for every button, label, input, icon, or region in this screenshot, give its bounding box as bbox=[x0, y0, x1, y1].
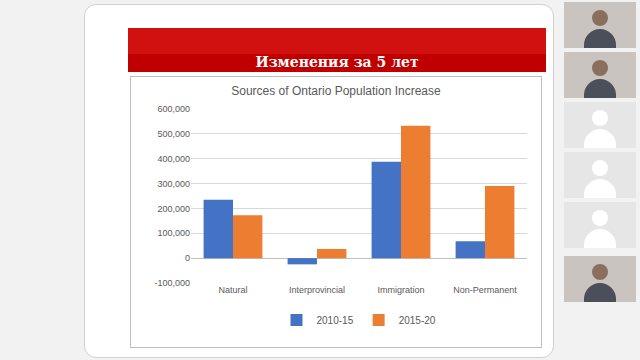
svg-text:Sources of Ontario Population: Sources of Ontario Population Increase bbox=[231, 84, 441, 98]
svg-text:-100,000: -100,000 bbox=[154, 278, 190, 288]
svg-text:600,000: 600,000 bbox=[157, 104, 190, 114]
svg-text:300,000: 300,000 bbox=[157, 179, 190, 189]
svg-text:0: 0 bbox=[185, 253, 190, 263]
svg-text:200,000: 200,000 bbox=[157, 204, 190, 214]
svg-text:500,000: 500,000 bbox=[157, 129, 190, 139]
svg-text:2015-20: 2015-20 bbox=[399, 315, 436, 326]
svg-text:Non-Permanent: Non-Permanent bbox=[453, 285, 517, 295]
svg-text:Interprovincial: Interprovincial bbox=[289, 285, 345, 295]
svg-text:Natural: Natural bbox=[218, 285, 247, 295]
html-text:Изменения за 5 лет: Изменения за 5 лет bbox=[255, 54, 419, 70]
svg-text:400,000: 400,000 bbox=[157, 154, 190, 164]
svg-text:Immigration: Immigration bbox=[377, 285, 424, 295]
svg-text:100,000: 100,000 bbox=[157, 228, 190, 238]
svg-text:2010-15: 2010-15 bbox=[317, 315, 354, 326]
